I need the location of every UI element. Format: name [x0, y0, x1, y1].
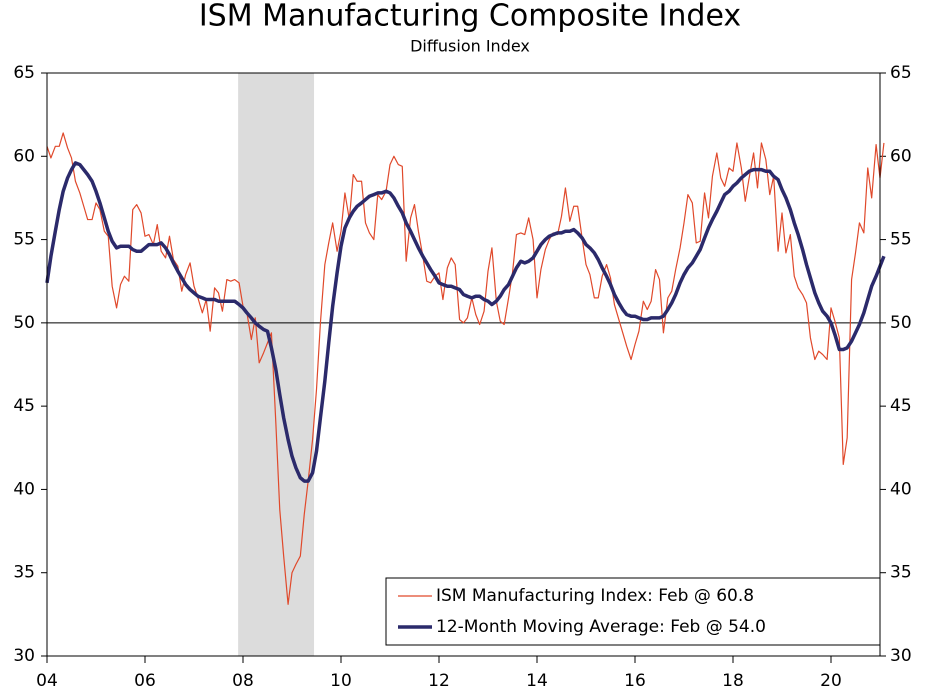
y-tick-label: 60	[13, 146, 35, 166]
y-tick-label: 45	[13, 396, 35, 416]
y-tick-label: 40	[13, 479, 35, 499]
y2-tick-label: 65	[890, 63, 912, 83]
x-tick-label: 08	[232, 671, 254, 691]
x-tick-label: 14	[526, 671, 548, 691]
x-tick-label: 10	[330, 671, 352, 691]
plot-frame	[46, 72, 881, 657]
x-tick-label: 20	[820, 671, 842, 691]
x-tick-label: 12	[428, 671, 450, 691]
y2-tick-label: 50	[890, 313, 912, 333]
chart-title: ISM Manufacturing Composite Index	[199, 0, 741, 34]
y2-tick-label: 40	[890, 479, 912, 499]
y-tick-label: 50	[13, 313, 35, 333]
legend-label: ISM Manufacturing Index: Feb @ 60.8	[436, 586, 754, 606]
y2-tick-label: 60	[890, 146, 912, 166]
legend-label: 12-Month Moving Average: Feb @ 54.0	[436, 617, 766, 637]
x-tick-label: 18	[722, 671, 744, 691]
x-tick-label: 04	[36, 671, 58, 691]
y-tick-label: 55	[13, 230, 35, 250]
y-tick-label: 35	[13, 563, 35, 583]
y2-tick-label: 35	[890, 563, 912, 583]
series-line	[46, 132, 885, 605]
y-tick-label: 65	[13, 63, 35, 83]
chart-subtitle: Diffusion Index	[410, 37, 530, 56]
y2-tick-label: 45	[890, 396, 912, 416]
legend-box	[385, 577, 881, 646]
y2-tick-label: 55	[890, 230, 912, 250]
x-tick-label: 06	[134, 671, 156, 691]
y-tick-label: 30	[13, 646, 35, 666]
x-tick-label: 16	[624, 671, 646, 691]
y2-tick-label: 30	[890, 646, 912, 666]
series-line	[45, 161, 886, 483]
